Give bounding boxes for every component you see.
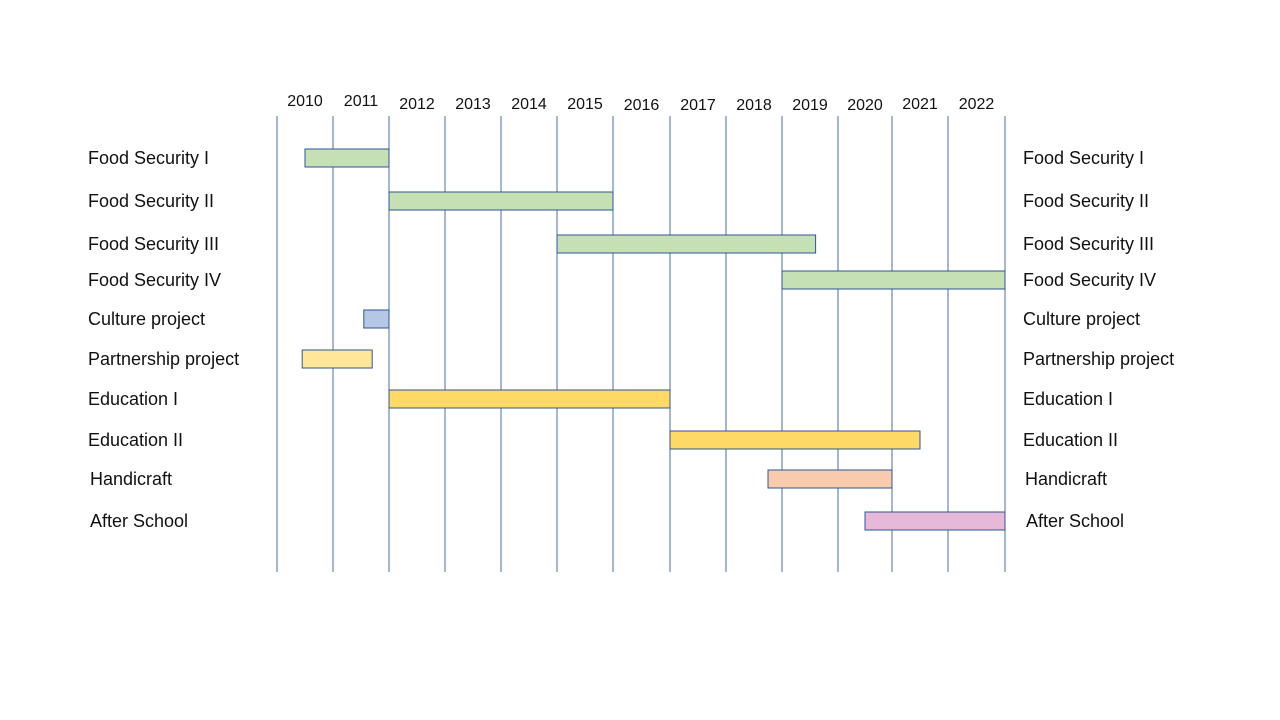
right-label-food-security-ii: Food Security II — [1023, 191, 1149, 211]
bar-food-security-i — [304, 148, 390, 168]
bar-culture-project — [363, 309, 390, 329]
right-label-education-i: Education I — [1023, 389, 1113, 409]
task-bars — [301, 148, 1006, 531]
year-label-2022: 2022 — [959, 96, 995, 113]
left-label-food-security-i: Food Security I — [88, 148, 209, 168]
year-label-2018: 2018 — [736, 97, 772, 114]
year-label-2015: 2015 — [567, 96, 603, 113]
left-label-food-security-iv: Food Security IV — [88, 270, 221, 290]
right-label-handicraft: Handicraft — [1025, 469, 1107, 489]
bar-after-school — [864, 511, 1006, 531]
left-label-education-i: Education I — [88, 389, 178, 409]
year-label-2011: 2011 — [344, 93, 379, 110]
year-gridlines — [276, 116, 1006, 572]
left-label-partnership-project: Partnership project — [88, 349, 239, 369]
left-label-food-security-iii: Food Security III — [88, 234, 219, 254]
year-label-2019: 2019 — [792, 97, 828, 114]
bar-partnership-project — [301, 349, 373, 369]
right-label-after-school: After School — [1026, 511, 1124, 531]
bar-handicraft — [767, 469, 893, 489]
year-label-2010: 2010 — [287, 93, 323, 110]
right-label-food-security-i: Food Security I — [1023, 148, 1144, 168]
left-label-culture-project: Culture project — [88, 309, 205, 329]
bar-food-security-ii — [388, 191, 614, 211]
left-label-education-ii: Education II — [88, 430, 183, 450]
year-label-2017: 2017 — [680, 97, 716, 114]
right-label-food-security-iii: Food Security III — [1023, 234, 1154, 254]
bar-education-ii — [669, 430, 921, 450]
year-labels: 2010 2011 2012 2013 2014 2015 2016 2017 2018 2019… — [287, 93, 994, 114]
left-label-food-security-ii: Food Security II — [88, 191, 214, 211]
right-label-partnership-project: Partnership project — [1023, 349, 1174, 369]
right-task-labels: Food Security I Food Security II Food Secu… — [1023, 148, 1174, 531]
year-label-2012: 2012 — [399, 96, 435, 113]
year-label-2021: 2021 — [902, 96, 938, 113]
right-label-education-ii: Education II — [1023, 430, 1118, 450]
left-label-handicraft: Handicraft — [90, 469, 172, 489]
year-label-2016: 2016 — [624, 97, 660, 114]
year-label-2014: 2014 — [511, 96, 547, 113]
right-label-culture-project: Culture project — [1023, 309, 1140, 329]
bar-education-i — [388, 389, 671, 409]
year-label-2013: 2013 — [455, 96, 491, 113]
year-label-2020: 2020 — [847, 97, 883, 114]
bar-food-security-iii — [556, 234, 817, 254]
left-task-labels: Food Security I Food Security II Food Secu… — [88, 148, 239, 531]
bar-food-security-iv — [781, 270, 1006, 290]
left-label-after-school: After School — [90, 511, 188, 531]
right-label-food-security-iv: Food Security IV — [1023, 270, 1156, 290]
